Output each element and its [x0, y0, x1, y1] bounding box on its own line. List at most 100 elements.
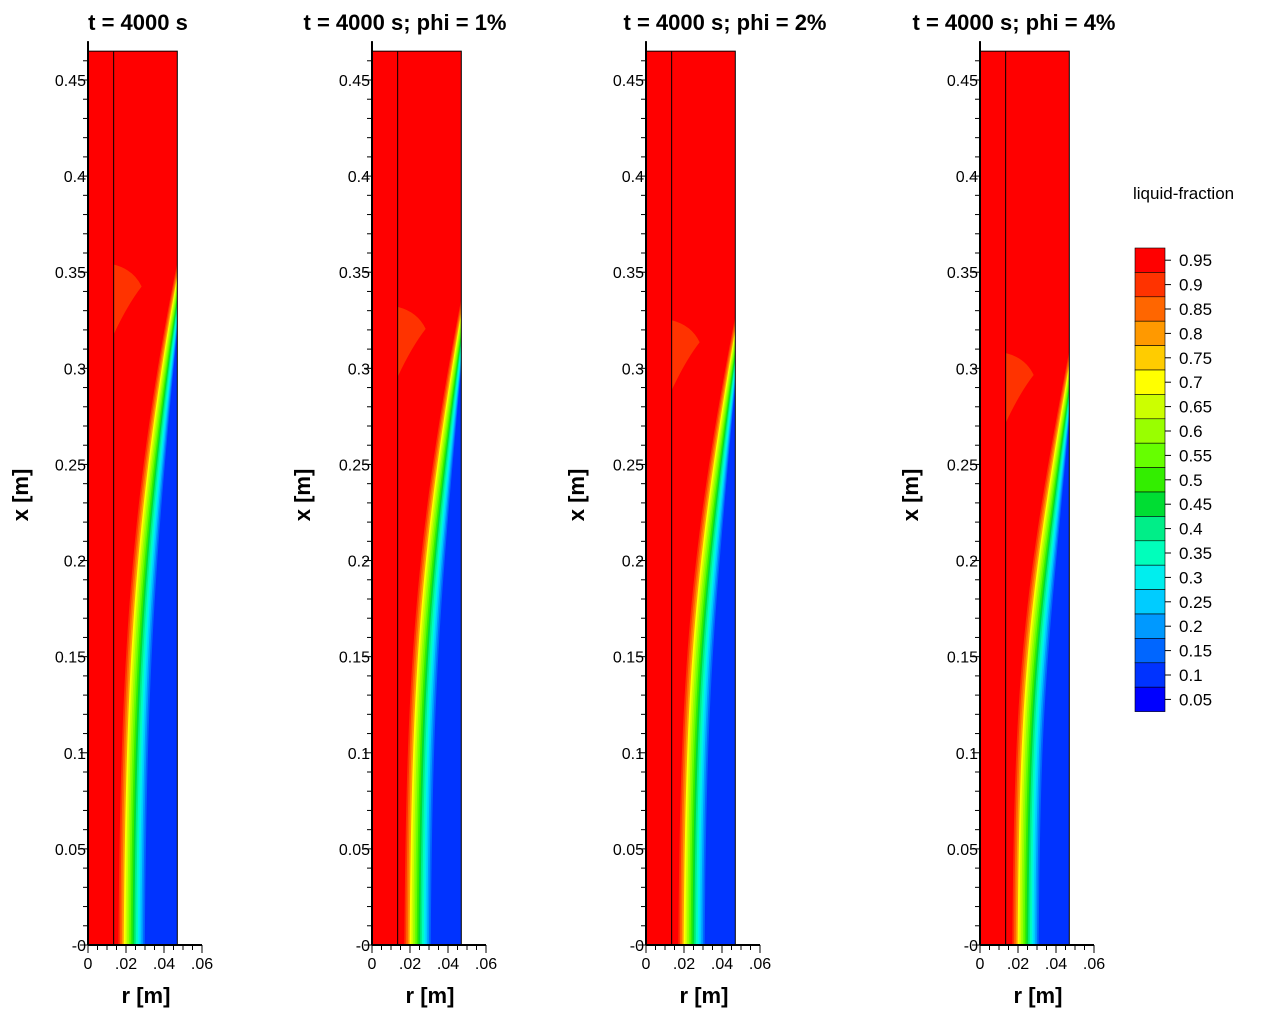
- y-tick-label: 0.05: [947, 842, 978, 859]
- y-tick-label: 0.45: [339, 73, 370, 90]
- x-tick-label: .06: [1083, 956, 1105, 973]
- x-tick-label: .04: [153, 956, 175, 973]
- x-tick-label: 0: [642, 956, 651, 973]
- legend-label: 0.75: [1179, 349, 1212, 368]
- panel-title: t = 4000 s: [88, 10, 188, 35]
- contour-band: [144, 329, 178, 945]
- y-tick-label: 0.45: [55, 73, 86, 90]
- y-tick-label: 0.2: [622, 554, 644, 571]
- legend-swatch: [1134, 540, 1166, 566]
- y-tick-label: 0.05: [613, 842, 644, 859]
- y-tick-label: 0.45: [947, 73, 978, 90]
- legend-label: 0.4: [1179, 520, 1203, 539]
- x-tick-label: .02: [399, 956, 421, 973]
- colorbar-legend: liquid-fraction 0.95 0.9 0.85 0.8 0.75 0.7 0.6…: [1133, 184, 1234, 712]
- x-tick-label: .04: [1045, 956, 1067, 973]
- contour-panels: t = 4000 s -0 0.05 0.1 0.15 0.2 0.25 0.3 0.35 0.4…: [8, 10, 1115, 1008]
- y-tick-label: -0: [356, 938, 370, 955]
- y-tick-label: 0.35: [613, 265, 644, 282]
- legend-label: 0.15: [1179, 642, 1212, 661]
- y-tick-label: 0.05: [55, 842, 86, 859]
- legend-label: 0.1: [1179, 666, 1203, 685]
- legend-label: 0.7: [1179, 373, 1203, 392]
- legend-swatch: [1134, 467, 1166, 493]
- legend-title: liquid-fraction: [1133, 184, 1234, 203]
- legend-label: 0.55: [1179, 446, 1212, 465]
- mushy-pocket: [397, 306, 426, 377]
- x-axis-label: r [m]: [680, 983, 729, 1008]
- legend-label: 0.35: [1179, 544, 1212, 563]
- y-axis-label: x [m]: [564, 469, 589, 522]
- contour-band: [430, 366, 462, 945]
- legend-label: 0.65: [1179, 398, 1212, 417]
- y-tick-label: 0.25: [613, 457, 644, 474]
- x-axis-label: r [m]: [1014, 983, 1063, 1008]
- x-tick-label: 0: [976, 956, 985, 973]
- y-tick-label: 0.3: [622, 361, 644, 378]
- x-tick-label: .02: [673, 956, 695, 973]
- legend-swatch: [1134, 272, 1166, 298]
- y-tick-label: 0.35: [339, 265, 370, 282]
- legend-swatches: [1134, 247, 1171, 712]
- y-tick-label: 0.45: [613, 73, 644, 90]
- legend-label: 0.95: [1179, 251, 1212, 270]
- y-tick-label: 0.2: [348, 554, 370, 571]
- y-tick-label: -0: [72, 938, 86, 955]
- y-tick-label: 0.15: [55, 650, 86, 667]
- y-tick-label: 0.35: [55, 265, 86, 282]
- y-tick-label: 0.4: [64, 169, 86, 186]
- x-tick-label: .06: [749, 956, 771, 973]
- y-tick-label: 0.2: [956, 554, 978, 571]
- y-tick-label: 0.4: [956, 169, 978, 186]
- legend-label: 0.9: [1179, 276, 1203, 295]
- y-tick-label: 0.15: [947, 650, 978, 667]
- y-tick-label: 0.25: [947, 457, 978, 474]
- y-axis-label: x [m]: [898, 469, 923, 522]
- panel-4: t = 4000 s; phi = 4% -0 0.05 0.1 0.15 0.2 0.25…: [898, 10, 1115, 1008]
- legend-swatch: [1134, 564, 1166, 590]
- legend-swatch: [1134, 418, 1166, 444]
- x-tick-label: .04: [711, 956, 733, 973]
- x-tick-label: 0: [368, 956, 377, 973]
- mushy-pocket: [113, 264, 142, 335]
- legend-label: 0.85: [1179, 300, 1212, 319]
- legend-swatch: [1134, 613, 1166, 639]
- y-tick-label: 0.35: [947, 265, 978, 282]
- mushy-pocket: [1005, 352, 1034, 423]
- legend-swatch: [1134, 662, 1166, 688]
- y-tick-label: -0: [630, 938, 644, 955]
- panel-title: t = 4000 s; phi = 2%: [624, 10, 827, 35]
- x-tick-label: .06: [191, 956, 213, 973]
- legend-swatch: [1134, 369, 1166, 395]
- contour-band: [704, 383, 736, 946]
- y-tick-label: 0.05: [339, 842, 370, 859]
- legend-label: 0.25: [1179, 593, 1212, 612]
- panel-title: t = 4000 s; phi = 4%: [913, 10, 1116, 35]
- legend-swatch: [1134, 686, 1166, 712]
- legend-swatch: [1134, 638, 1166, 664]
- y-tick-label: -0: [964, 938, 978, 955]
- y-tick-label: 0.1: [956, 746, 978, 763]
- y-tick-label: 0.4: [348, 169, 370, 186]
- y-tick-label: 0.15: [613, 650, 644, 667]
- legend-swatch: [1134, 442, 1166, 468]
- legend-label: 0.2: [1179, 617, 1203, 636]
- legend-swatch: [1134, 491, 1166, 517]
- x-tick-label: 0: [84, 956, 93, 973]
- panel-3: t = 4000 s; phi = 2% -0 0.05 0.1 0.15 0.2 0.25…: [564, 10, 826, 1008]
- panel-2: t = 4000 s; phi = 1% -0 0.05 0.1 0.15 0.2 0.25…: [290, 10, 506, 1008]
- mushy-pocket: [671, 320, 700, 391]
- y-tick-label: 0.25: [339, 457, 370, 474]
- x-tick-label: .04: [437, 956, 459, 973]
- legend-swatch: [1134, 296, 1166, 322]
- legend-label: 0.5: [1179, 471, 1203, 490]
- y-tick-label: 0.15: [339, 650, 370, 667]
- legend-label: 0.6: [1179, 422, 1203, 441]
- panel-1: t = 4000 s -0 0.05 0.1 0.15 0.2 0.25 0.3 0.35 0.4…: [8, 10, 213, 1008]
- legend-swatch: [1134, 394, 1166, 420]
- y-tick-label: 0.3: [348, 361, 370, 378]
- legend-labels: 0.95 0.9 0.85 0.8 0.75 0.7 0.65 0.6 0.55 0.5 0.45 0…: [1179, 251, 1212, 709]
- y-tick-label: 0.4: [622, 169, 644, 186]
- y-axis-label: x [m]: [8, 469, 33, 522]
